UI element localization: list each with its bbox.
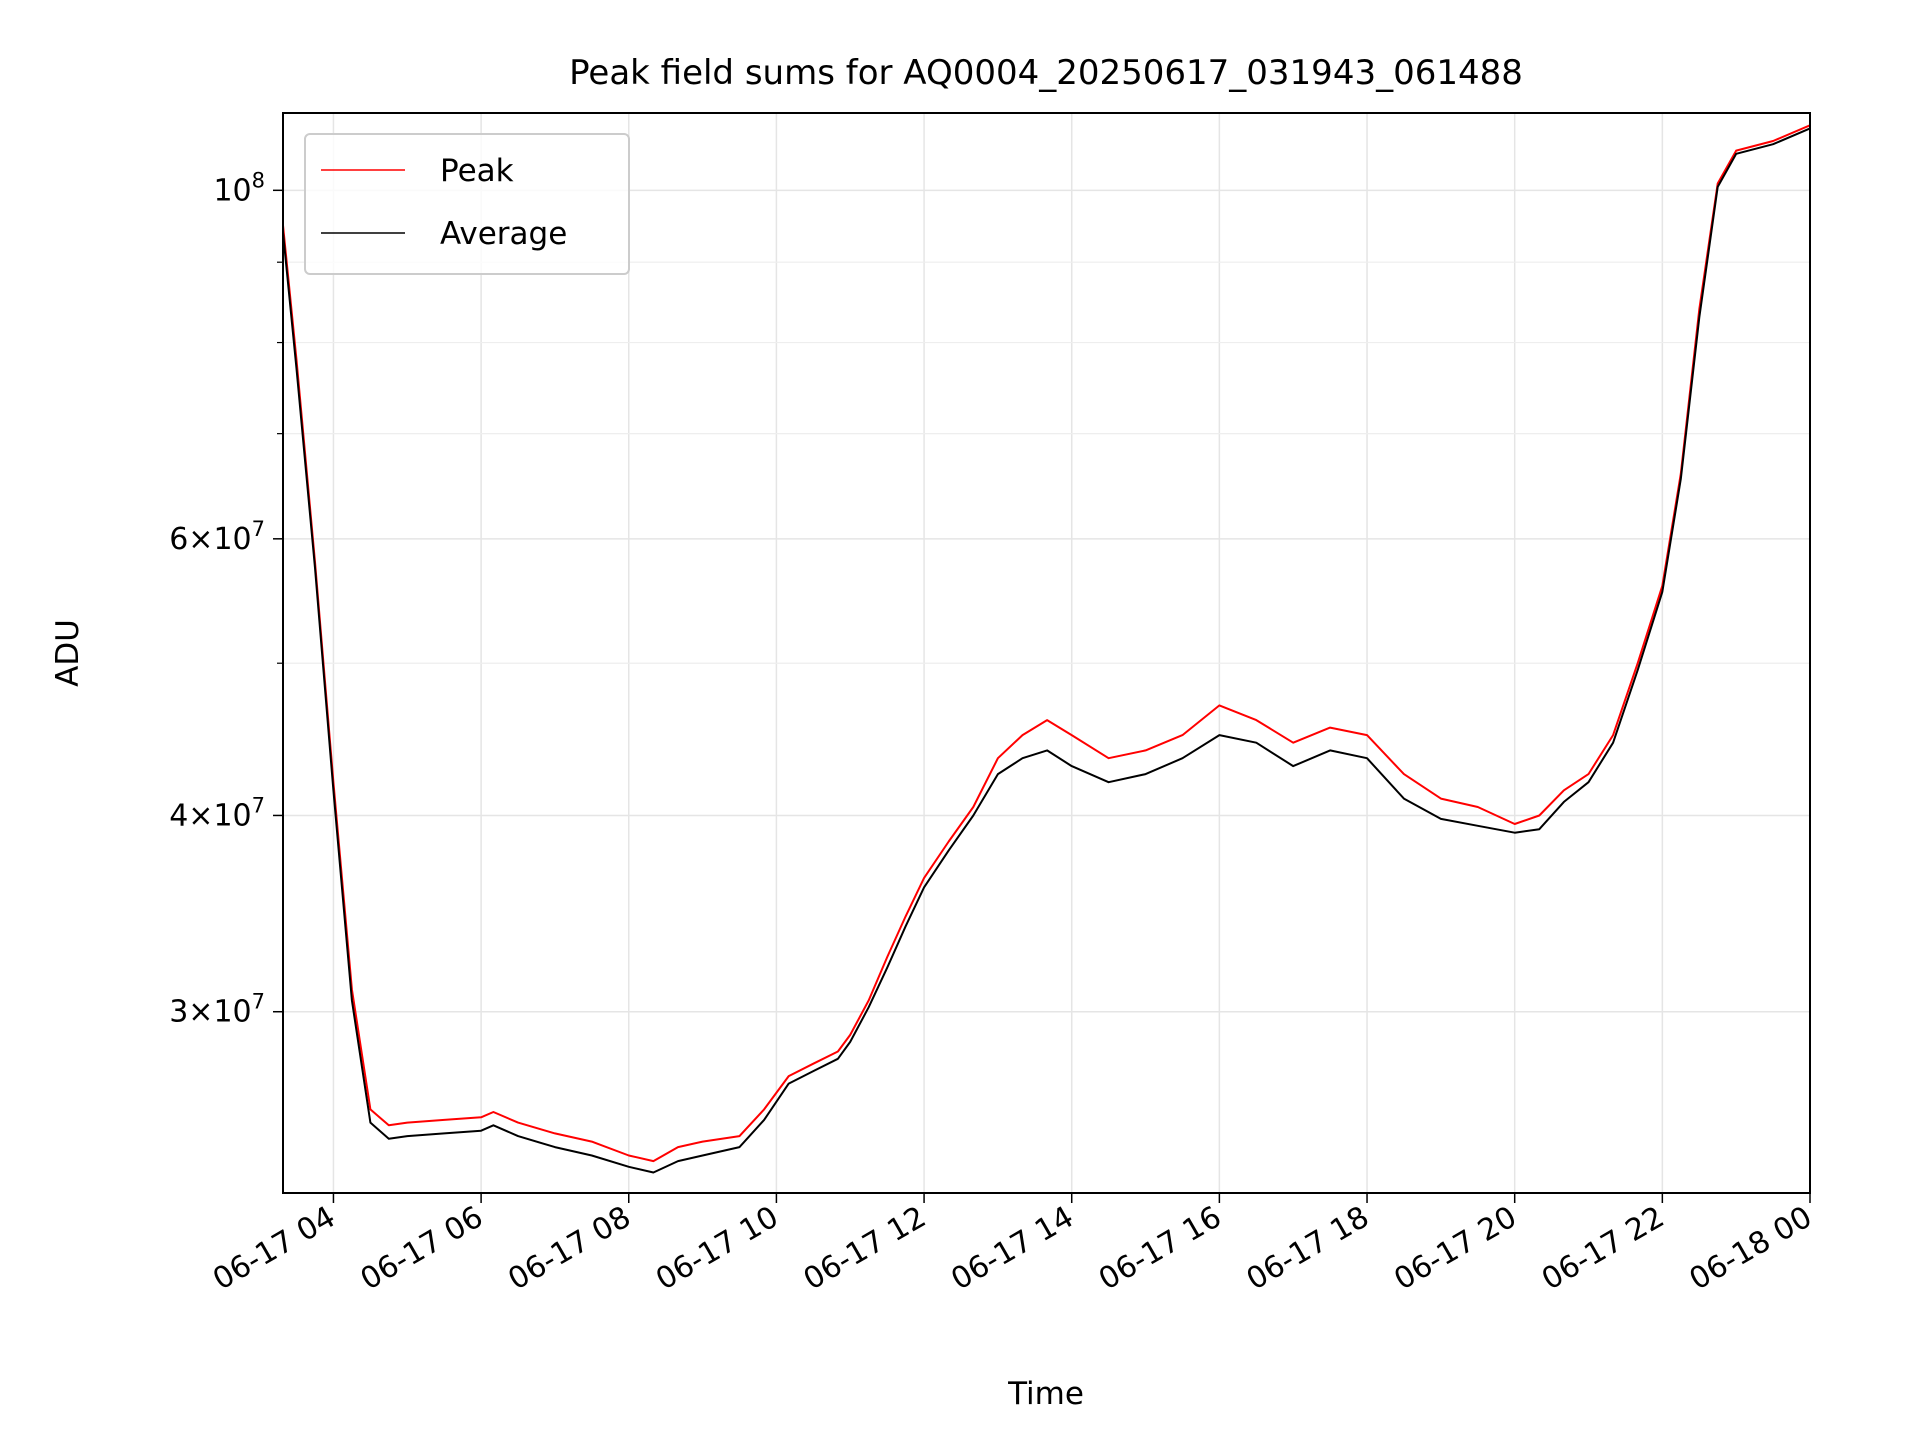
x-tick-label: 06-17 14: [945, 1200, 1079, 1298]
x-axis: 06-17 04 06-17 06 06-17 08 06-17 10 06-17 12…: [207, 1193, 1818, 1297]
x-tick-label: 06-17 04: [207, 1200, 341, 1298]
y-tick-label: 3×107: [169, 990, 265, 1030]
plot-frame: [282, 112, 1811, 1194]
legend-box: [304, 133, 630, 275]
chart-title: Peak field sums for AQ0004_20250617_0319…: [569, 53, 1523, 93]
x-tick-label: 06-18 00: [1684, 1200, 1818, 1298]
series-layer: [282, 124, 1811, 1174]
x-tick-label: 06-17 20: [1388, 1200, 1522, 1298]
x-tick-label: 06-17 12: [798, 1200, 932, 1298]
x-tick-label: 06-17 18: [1241, 1200, 1375, 1298]
x-axis-label: Time: [1007, 1376, 1084, 1412]
y-tick-label: 108: [213, 168, 265, 208]
y-axis: 3×107 4×107 6×107 108: [169, 168, 283, 1030]
x-tick-label: 06-17 16: [1093, 1200, 1227, 1298]
series-line-peak: [282, 124, 1811, 1163]
x-tick-label: 06-17 06: [355, 1200, 489, 1298]
legend-label-average: Average: [440, 216, 567, 252]
y-tick-label: 6×107: [169, 517, 265, 557]
series-line-average: [282, 127, 1811, 1174]
x-tick-label: 06-17 22: [1536, 1200, 1670, 1298]
x-tick-label: 06-17 08: [502, 1200, 636, 1298]
y-tick-label: 4×107: [169, 793, 265, 833]
y-axis-label: ADU: [50, 619, 86, 687]
legend: Peak Average: [304, 133, 630, 275]
x-tick-label: 06-17 10: [650, 1200, 784, 1298]
legend-label-peak: Peak: [440, 153, 514, 189]
